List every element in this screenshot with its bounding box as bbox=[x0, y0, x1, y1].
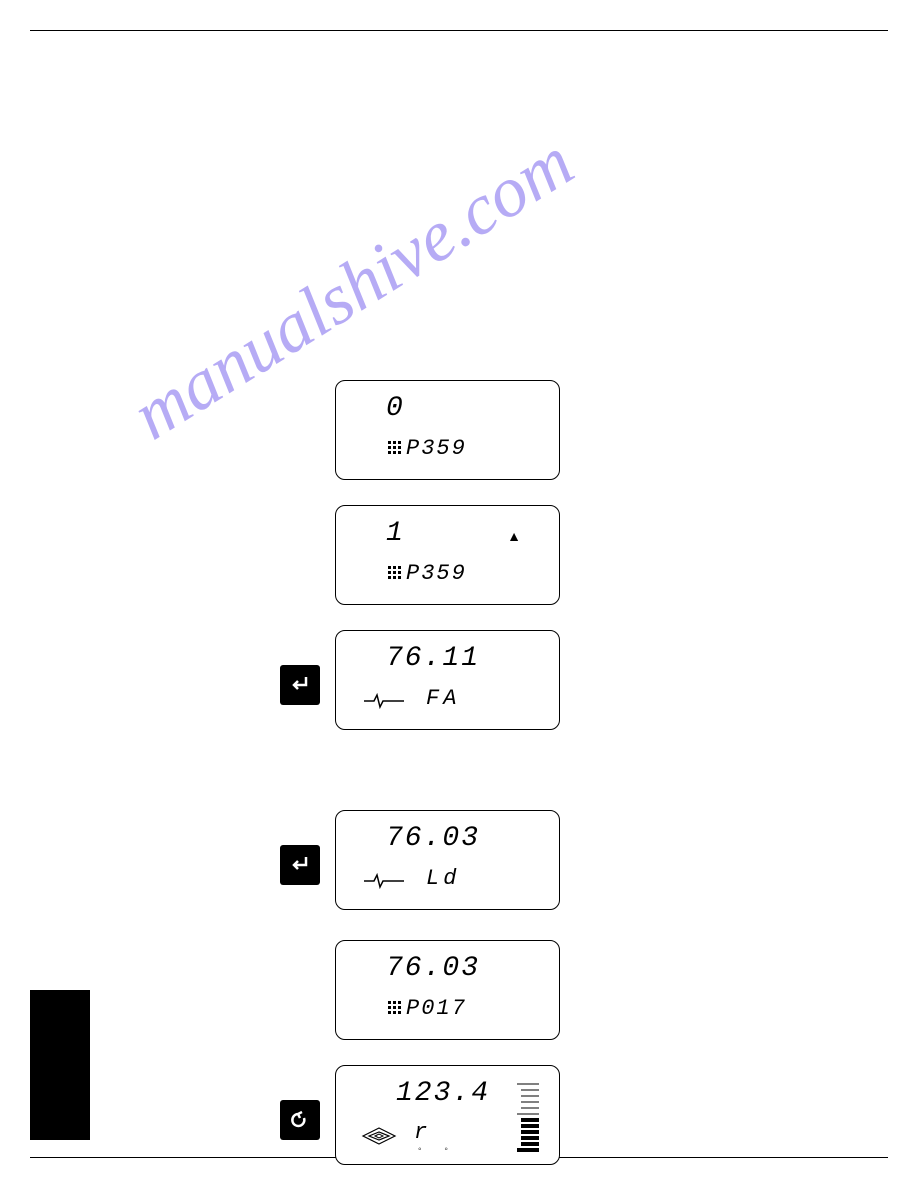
grid-icon bbox=[388, 566, 402, 580]
back-button[interactable] bbox=[280, 1100, 320, 1140]
lcd-value: 76.03 bbox=[386, 953, 480, 984]
lcd-panel: 1 ▲ P359 bbox=[335, 505, 560, 605]
enter-button[interactable] bbox=[280, 845, 320, 885]
lcd-param: Ld bbox=[426, 866, 460, 891]
back-icon bbox=[288, 1108, 312, 1132]
bargraph-icon bbox=[517, 1082, 545, 1152]
lcd-value: 76.11 bbox=[386, 643, 480, 674]
enter-icon bbox=[288, 853, 312, 877]
lcd-param: r bbox=[414, 1120, 427, 1145]
lcd-panel: 0 P359 bbox=[335, 380, 560, 480]
enter-button[interactable] bbox=[280, 665, 320, 705]
side-tab bbox=[30, 990, 90, 1140]
lcd-param: P359 bbox=[406, 561, 467, 586]
lcd-value: 1 bbox=[386, 518, 405, 549]
lcd-param: P359 bbox=[406, 436, 467, 461]
lcd-param: P017 bbox=[406, 996, 467, 1021]
lcd-param: FA bbox=[426, 686, 460, 711]
enter-icon bbox=[288, 673, 312, 697]
pulse-icon bbox=[364, 693, 404, 709]
pulse-icon bbox=[364, 873, 404, 889]
up-arrow-icon: ▲ bbox=[507, 528, 521, 544]
lcd-value: 123.4 bbox=[396, 1078, 490, 1109]
lcd-panel: 76.11 FA bbox=[335, 630, 560, 730]
indicator-marks: ◦ ◦ bbox=[418, 1144, 458, 1155]
header-rule bbox=[30, 30, 888, 31]
lcd-panel: 76.03 Ld bbox=[335, 810, 560, 910]
lcd-value: 76.03 bbox=[386, 823, 480, 854]
lcd-panel: 76.03 P017 bbox=[335, 940, 560, 1040]
grid-icon bbox=[388, 1001, 402, 1015]
grid-icon bbox=[388, 441, 402, 455]
lcd-panel: 123.4 r ◦ ◦ bbox=[335, 1065, 560, 1165]
lcd-value: 0 bbox=[386, 393, 405, 424]
diamond-icon bbox=[361, 1126, 397, 1146]
